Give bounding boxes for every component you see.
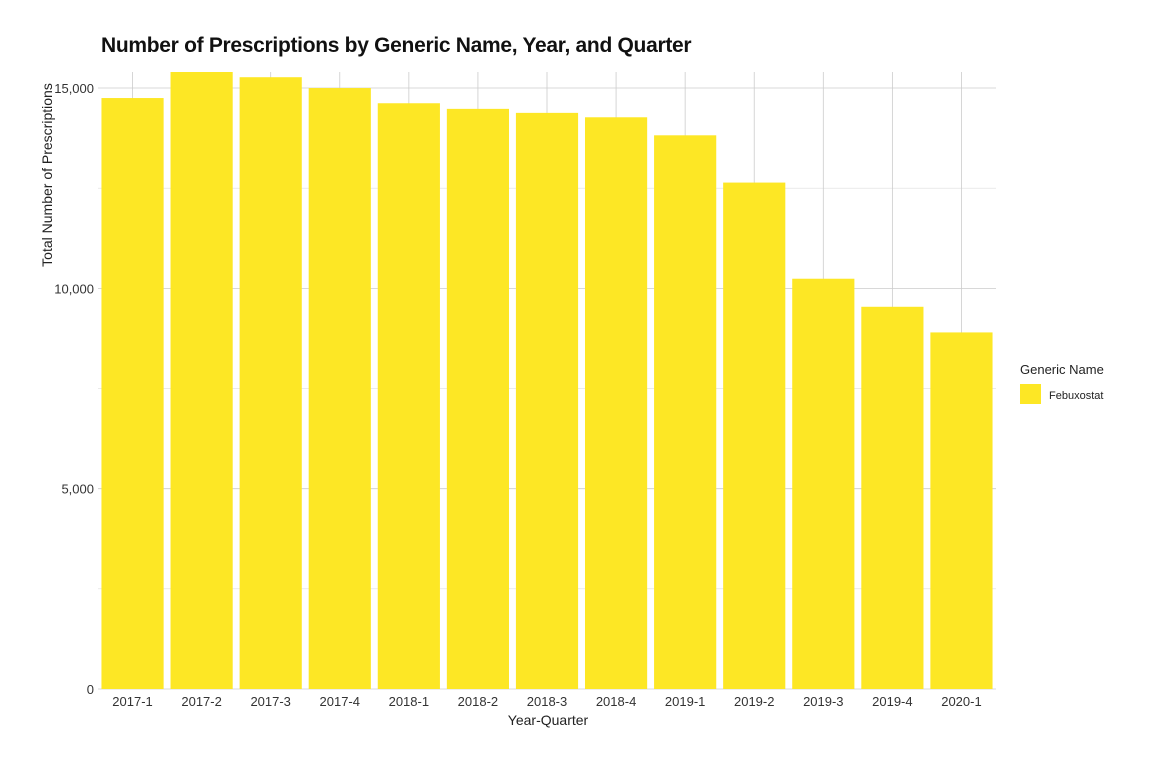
- bar-2017-2: [170, 72, 233, 689]
- y-tick-label: 10,000: [54, 281, 94, 296]
- y-tick-labels: 0 5,000 10,000 15,000: [54, 81, 94, 697]
- legend-label-febuxostat: Febuxostat: [1049, 390, 1103, 402]
- bar-2020-1: [930, 332, 993, 689]
- bar-2019-3: [792, 278, 855, 689]
- x-tick-label: 2017-4: [320, 694, 360, 709]
- bar-2017-3: [239, 77, 302, 690]
- y-tick-label: 15,000: [54, 81, 94, 96]
- y-tick-label: 5,000: [61, 482, 94, 497]
- bar-2018-4: [584, 117, 648, 689]
- y-axis-title: Total Number of Prescriptions: [39, 83, 55, 267]
- x-tick-label: 2018-3: [527, 694, 567, 709]
- bars: [101, 72, 993, 690]
- x-tick-label: 2019-1: [665, 694, 705, 709]
- x-tick-label: 2020-1: [941, 694, 981, 709]
- x-tick-label: 2018-2: [458, 694, 498, 709]
- x-tick-label: 2017-3: [250, 694, 290, 709]
- bar-2019-2: [723, 182, 786, 689]
- x-tick-label: 2019-2: [734, 694, 774, 709]
- bar-2018-3: [515, 112, 579, 690]
- bar-2017-4: [308, 88, 371, 689]
- x-tick-label: 2018-4: [596, 694, 636, 709]
- x-tick-label: 2019-4: [872, 694, 912, 709]
- x-tick-label: 2017-1: [112, 694, 152, 709]
- bar-2018-2: [446, 108, 510, 689]
- x-axis-title: Year-Quarter: [508, 712, 589, 728]
- x-tick-label: 2017-2: [181, 694, 221, 709]
- legend: Generic Name Febuxostat: [1020, 362, 1104, 404]
- bar-2018-1: [377, 103, 440, 689]
- x-tick-labels: 2017-1 2017-2 2017-3 2017-4 2018-1 2018-2 2018…: [112, 694, 981, 709]
- legend-title: Generic Name: [1020, 362, 1104, 377]
- bar-2019-4: [861, 306, 924, 689]
- chart-title: Number of Prescriptions by Generic Name,…: [101, 34, 692, 57]
- bar-2017-1: [101, 98, 164, 689]
- y-tick-label: 0: [87, 682, 94, 697]
- x-tick-label: 2018-1: [389, 694, 429, 709]
- bar-2019-1: [654, 135, 717, 689]
- legend-swatch: [1020, 384, 1041, 404]
- x-tick-label: 2019-3: [803, 694, 843, 709]
